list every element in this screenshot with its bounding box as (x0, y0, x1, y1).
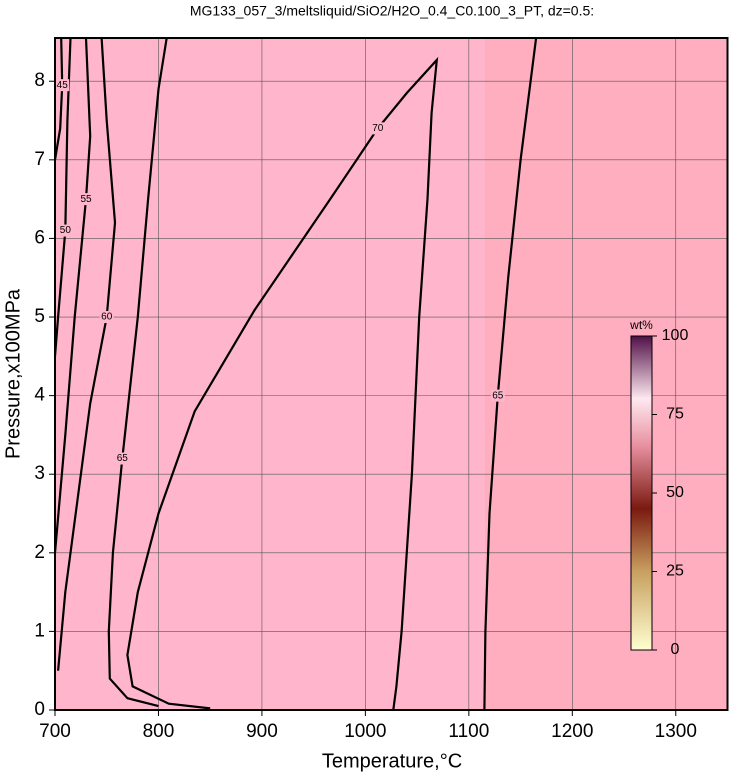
y-axis-label: Pressure,x100MPa (2, 288, 24, 459)
contour-label-bg (490, 389, 505, 402)
contour-line (53, 37, 92, 553)
x-axis-label: Temperature,°C (322, 750, 462, 772)
contour-label-bg (99, 311, 114, 324)
contour-line (107, 37, 168, 708)
x-tick-label: 1200 (551, 721, 593, 742)
colorbar-tick-label: 100 (662, 327, 689, 344)
colorbar-tick-label: 75 (666, 406, 684, 423)
y-tick-label: 3 (34, 463, 45, 484)
x-tick-label: 1100 (448, 721, 489, 742)
y-tick-label: 7 (34, 149, 45, 170)
contour-line (53, 37, 64, 160)
x-tick-label: 800 (143, 721, 175, 742)
y-tick-label: 0 (34, 699, 45, 720)
contour-label-bg (79, 193, 94, 206)
colorbar-tick-label: 25 (666, 563, 684, 580)
y-tick-label: 4 (34, 385, 45, 406)
y-tick-label: 2 (34, 542, 45, 563)
contour-label-bg (115, 452, 130, 465)
contour-label: 60 (101, 312, 113, 323)
contour-label-bg (55, 79, 70, 92)
colorbar-tick-label: 50 (666, 484, 684, 501)
contour-label-bg (58, 224, 73, 237)
y-tick-label: 6 (34, 227, 45, 248)
y-tick-label: 5 (34, 306, 45, 327)
colorbar-label: wt% (629, 318, 653, 332)
contour-label: 70 (372, 123, 384, 134)
x-tick-label: 900 (246, 721, 278, 742)
contour-label: 65 (117, 453, 129, 464)
colorbar (630, 335, 653, 651)
y-tick-label: 8 (34, 70, 45, 91)
y-tick-label: 1 (34, 620, 45, 641)
contour-label-bg (370, 122, 385, 135)
colorbar-tick-label: 0 (671, 641, 680, 658)
contour-label: 55 (80, 194, 92, 205)
contour-label: 50 (60, 225, 72, 236)
chart-title: MG133_057_3/meltsliquid/SiO2/H2O_0.4_C0.… (190, 3, 594, 19)
x-tick-label: 1000 (344, 721, 386, 742)
x-tick-label: 700 (39, 721, 71, 742)
contour-line (57, 37, 117, 671)
contour-label: 65 (492, 390, 504, 401)
plot-background-right (485, 38, 728, 710)
x-tick-label: 1300 (655, 721, 697, 742)
contour-label: 45 (57, 80, 69, 91)
plot-frame (54, 37, 729, 711)
